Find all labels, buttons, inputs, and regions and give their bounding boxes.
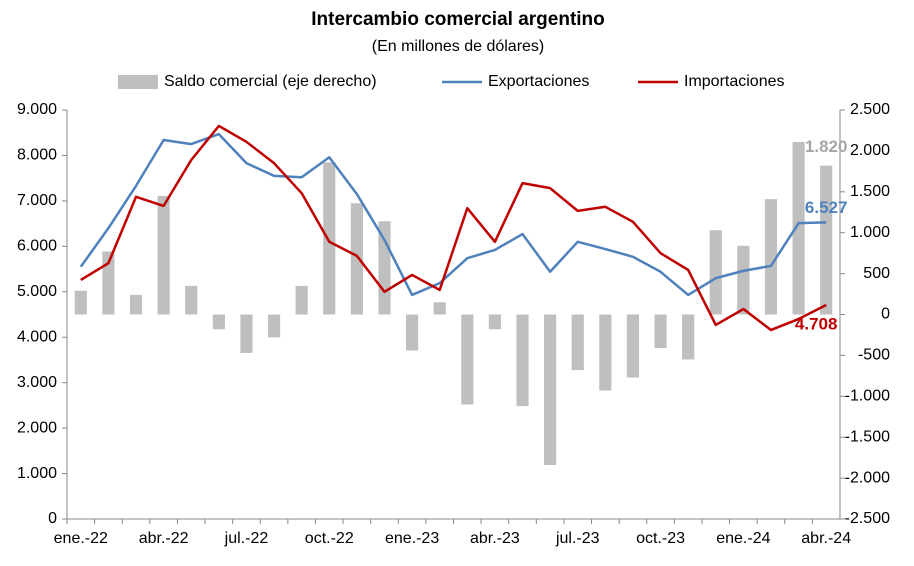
bar: [102, 251, 115, 315]
y2-tick-label: 2.500: [850, 101, 890, 118]
y2-tick-label: 500: [863, 265, 890, 282]
x-tick-label: abr.-22: [139, 530, 189, 547]
bar: [323, 162, 336, 315]
x-tick-label: jul.-23: [555, 530, 600, 547]
bar: [571, 314, 584, 371]
bar: [544, 314, 557, 466]
bar: [433, 302, 446, 315]
bar: [820, 165, 833, 315]
x-tick-label: ene.-23: [385, 530, 439, 547]
x-tick-label: jul.-22: [224, 530, 269, 547]
bar: [129, 294, 143, 315]
bar: [350, 203, 363, 315]
y2-tick-label: 1.500: [850, 183, 890, 200]
line: [79, 132, 827, 297]
bar: [240, 314, 253, 353]
data-label: 4.708: [795, 315, 838, 334]
y2-tick-label: 0: [881, 306, 890, 323]
y-tick-label: 0: [48, 510, 57, 527]
legend-label: Importaciones: [684, 73, 785, 90]
bar: [295, 285, 308, 315]
bar: [488, 314, 501, 330]
y2-tick-label: -1.000: [845, 388, 890, 405]
bar: [599, 314, 612, 391]
chart-subtitle: (En millones de dólares): [372, 38, 545, 55]
bar: [737, 245, 750, 315]
bar: [185, 285, 198, 315]
y2-tick-label: -2.500: [845, 510, 890, 527]
y2-tick-label: -500: [858, 347, 890, 364]
bar: [157, 195, 170, 315]
data-label: 1.820: [805, 137, 848, 156]
bar: [212, 314, 225, 330]
bar: [516, 314, 529, 407]
bar: [461, 314, 474, 405]
legend-label: Saldo comercial (eje derecho): [164, 73, 377, 90]
y-tick-label: 4.000: [17, 328, 57, 345]
bar: [406, 314, 419, 351]
x-tick-label: abr.-23: [470, 530, 520, 547]
legend-swatch: [118, 75, 158, 89]
x-tick-label: ene.-24: [716, 530, 770, 547]
y-tick-label: 2.000: [17, 419, 57, 436]
legend-label: Exportaciones: [488, 73, 589, 90]
bar: [626, 314, 640, 378]
y2-tick-label: -2.000: [845, 469, 890, 486]
bar: [267, 314, 281, 338]
y-tick-label: 8.000: [17, 147, 57, 164]
line: [80, 124, 827, 332]
chart-title: Intercambio comercial argentino: [311, 9, 605, 30]
x-tick-label: oct.-22: [305, 530, 354, 547]
x-tick-label: oct.-23: [636, 530, 685, 547]
y2-tick-label: -1.500: [845, 428, 890, 445]
bar: [709, 230, 722, 315]
y-tick-label: 1.000: [17, 465, 57, 482]
y-tick-label: 5.000: [17, 283, 57, 300]
y-tick-label: 7.000: [17, 192, 57, 209]
bar: [654, 314, 667, 349]
bar: [792, 141, 805, 315]
data-label: 6.527: [805, 198, 848, 217]
y-tick-label: 3.000: [17, 374, 57, 391]
y-tick-label: 9.000: [17, 101, 57, 118]
bar: [764, 199, 778, 315]
y2-tick-label: 2.000: [850, 142, 890, 159]
y-tick-label: 6.000: [17, 238, 57, 255]
x-tick-label: abr.-24: [801, 530, 851, 547]
x-tick-label: ene.-22: [54, 530, 108, 547]
y2-tick-label: 1.000: [850, 224, 890, 241]
bar: [74, 290, 87, 315]
bar: [682, 314, 695, 360]
